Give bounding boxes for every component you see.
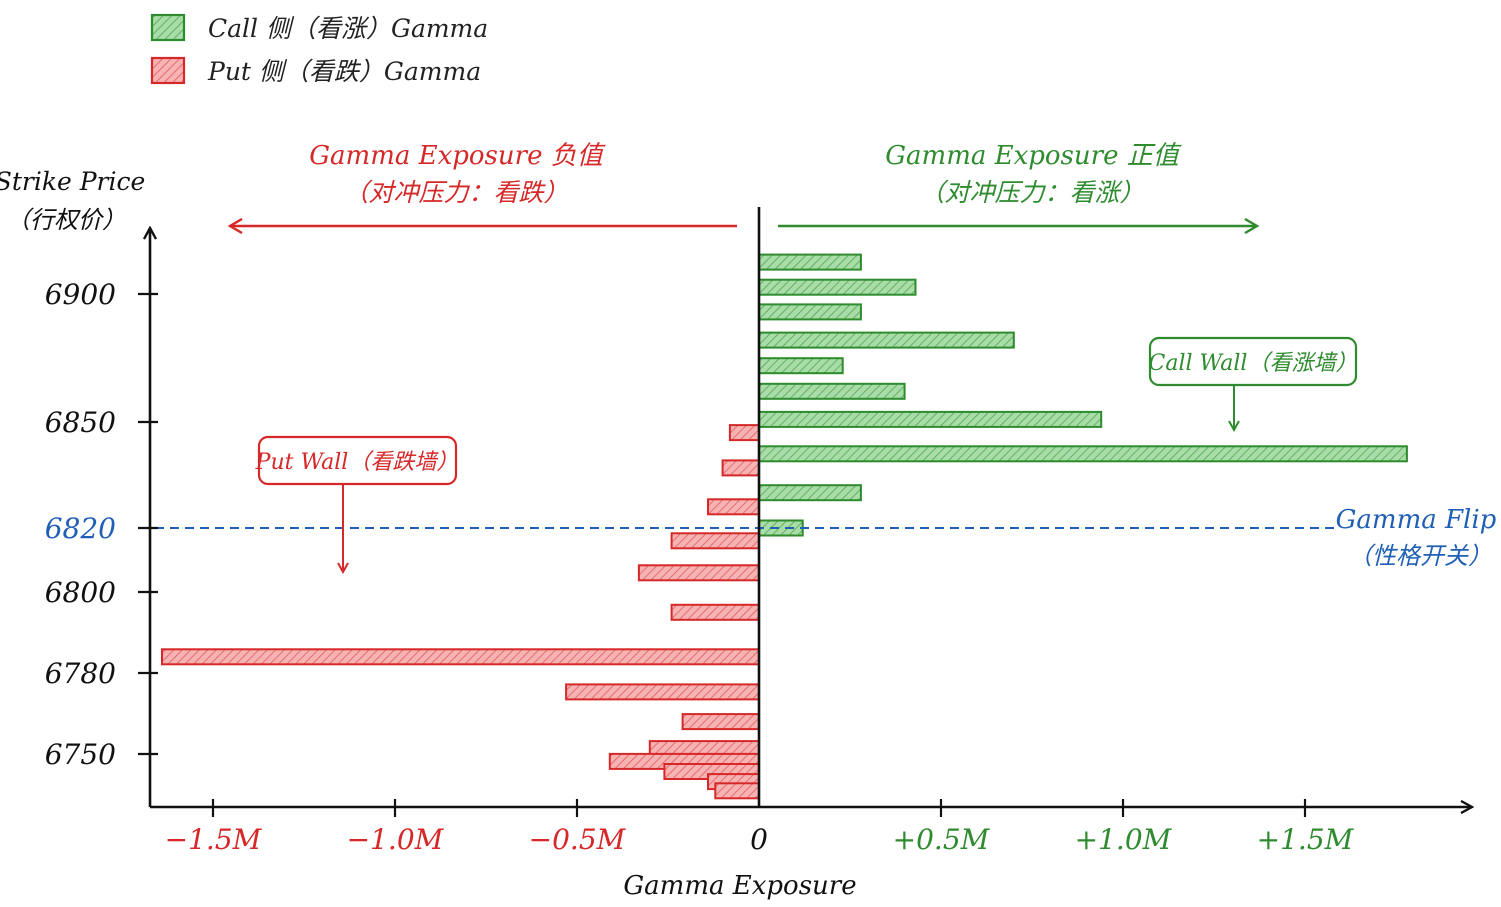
positive-title: Gamma Exposure 正值 <box>885 141 1181 171</box>
y-tick-label-5: 6750 <box>45 738 116 771</box>
call-bar-3 <box>758 331 1015 349</box>
call-wall-label: Call Wall（看涨墙） <box>1149 351 1358 376</box>
bars-layer <box>161 253 1408 800</box>
call-wall-box <box>1148 336 1358 387</box>
put-bar-1 <box>721 459 760 477</box>
call-wall-callout: Call Wall（看涨墙） <box>1148 336 1358 430</box>
positive-subtitle: （对冲压力：看涨） <box>919 178 1144 207</box>
y-tick-label-2: 6820 <box>45 512 116 545</box>
legend-swatch-put <box>150 56 186 85</box>
x-tick-label-0: −1.5M <box>165 823 263 856</box>
x-tick-label-1: −1.0M <box>347 823 445 856</box>
y-tick-label-4: 6780 <box>45 657 116 690</box>
put-wall-box <box>257 435 458 486</box>
call-bar-0 <box>758 253 862 271</box>
x-tick-label-3: 0 <box>750 823 768 856</box>
call-bar-5 <box>758 382 906 400</box>
put-bar-3 <box>670 532 760 550</box>
legend-label-put: Put 侧（看跌）Gamma <box>207 57 481 86</box>
call-bar-7 <box>758 445 1408 463</box>
put-bar-4 <box>637 564 761 582</box>
negative-subtitle: （对冲压力：看跌） <box>343 178 568 207</box>
legend-item-put: Put 侧（看跌）Gamma <box>150 56 481 86</box>
x-tick-label-2: −0.5M <box>529 823 627 856</box>
legend-item-call: Call 侧（看涨）Gamma <box>150 13 488 43</box>
x-tick-label-5: +1.0M <box>1075 823 1173 856</box>
put-bar-7 <box>565 683 760 701</box>
y-tick-label-3: 6800 <box>45 576 116 609</box>
y-axis-label-line1: Strike Price <box>0 167 145 196</box>
call-bar-9 <box>758 519 804 537</box>
put-bar-8 <box>681 713 760 731</box>
gamma-flip-label-line1: Gamma Flip <box>1336 505 1497 535</box>
y-ticks: 6900 6850 6820 6800 6780 6750 <box>45 278 158 771</box>
legend: Call 侧（看涨）Gamma Put 侧（看跌）Gamma <box>150 13 488 86</box>
put-wall-callout: Put Wall（看跌墙） <box>255 435 459 572</box>
put-bar-13 <box>714 782 760 800</box>
call-bar-2 <box>758 303 862 321</box>
legend-swatch-call <box>150 13 186 42</box>
gamma-flip-label-line2: （性格开关） <box>1348 542 1492 570</box>
negative-title: Gamma Exposure 负值 <box>309 141 605 171</box>
y-tick-label-0: 6900 <box>45 278 116 311</box>
put-bar-6 <box>161 648 760 666</box>
put-bar-2 <box>707 498 760 516</box>
put-bar-5 <box>670 603 760 621</box>
y-axis-label-line2: （行权价） <box>6 206 126 234</box>
put-wall-label: Put Wall（看跌墙） <box>255 450 459 475</box>
x-axis-label: Gamma Exposure <box>623 871 856 901</box>
y-tick-label-1: 6850 <box>45 406 116 439</box>
put-bar-0 <box>728 424 761 442</box>
x-tick-label-6: +1.5M <box>1257 823 1355 856</box>
legend-label-call: Call 侧（看涨）Gamma <box>208 14 488 43</box>
negative-annotation: Gamma Exposure 负值 （对冲压力：看跌） <box>230 141 737 226</box>
call-bar-4 <box>758 357 844 375</box>
x-ticks: −1.5M −1.0M −0.5M 0 +0.5M +1.0M +1.5M <box>165 799 1355 856</box>
call-bar-1 <box>758 278 917 296</box>
call-bar-6 <box>758 410 1103 428</box>
x-tick-label-4: +0.5M <box>893 823 991 856</box>
positive-annotation: Gamma Exposure 正值 （对冲压力：看涨） <box>778 141 1257 226</box>
call-bar-8 <box>758 484 862 502</box>
